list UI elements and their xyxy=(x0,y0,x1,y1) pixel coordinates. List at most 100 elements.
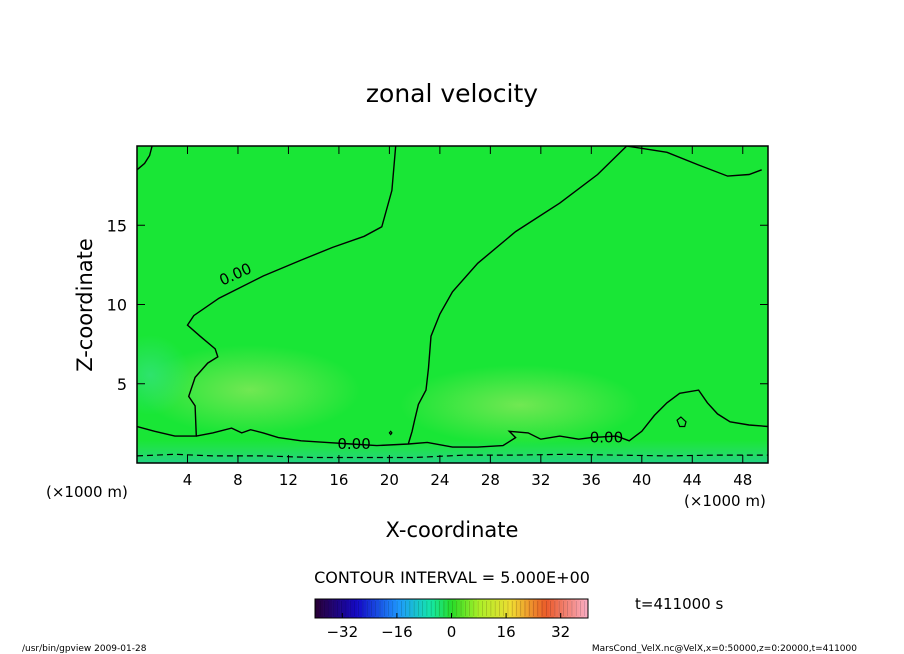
colorbar-cell xyxy=(506,599,512,618)
x-unit-left: (×1000 m) xyxy=(46,483,128,501)
colorbar-cell xyxy=(570,599,576,618)
colorbar-cell xyxy=(374,599,380,618)
colorbar-cell xyxy=(361,599,367,618)
colorbar-tick-label-0: −32 xyxy=(326,623,358,641)
colorbar-cell xyxy=(511,599,516,618)
colorbar-cell xyxy=(558,599,563,618)
colorbar-cell xyxy=(545,599,550,618)
y-tick-label-5: 5 xyxy=(117,375,127,394)
y-tick-label-10: 10 xyxy=(107,296,127,315)
x-tick-label-20: 20 xyxy=(380,471,399,489)
colorbar-tick-label-2: 0 xyxy=(447,623,457,641)
colorbar-cell xyxy=(583,599,589,618)
colorbar-cell xyxy=(366,599,371,618)
x-tick-label-48: 48 xyxy=(733,471,752,489)
colorbar-cell xyxy=(336,599,341,618)
colorbar-cell xyxy=(349,599,354,618)
colorbar-cell xyxy=(566,599,572,618)
zero-contour-2 xyxy=(407,146,628,445)
x-tick-label-8: 8 xyxy=(233,471,243,489)
positive-velocity-patch-east xyxy=(400,365,640,445)
colorbar-cell xyxy=(485,599,491,618)
colorbar-cell xyxy=(430,599,435,618)
colorbar-cell xyxy=(404,599,410,618)
colorbar-cell xyxy=(481,599,486,618)
colorbar-cell xyxy=(353,599,358,618)
colorbar-cell xyxy=(472,599,478,618)
colorbar-cell xyxy=(417,599,422,618)
x-unit-right: (×1000 m) xyxy=(684,492,766,510)
footer-right: MarsCond_VelX.nc@VelX,x=0:50000,z=0:2000… xyxy=(592,644,857,654)
colorbar-cell xyxy=(498,599,503,618)
y-axis-label: Z-coordinate xyxy=(73,238,97,372)
contour-label-2: 0.00 xyxy=(590,429,623,447)
colorbar-cell xyxy=(344,599,350,618)
colorbar-cell xyxy=(536,599,542,618)
colorbar-cell xyxy=(357,599,363,618)
colorbar-cell xyxy=(340,599,346,618)
colorbar-cell xyxy=(489,599,495,618)
y-tick-label-15: 15 xyxy=(107,216,127,235)
colorbar-cell xyxy=(515,599,521,618)
colorbar-cell xyxy=(579,599,585,618)
colorbar-cell xyxy=(477,599,482,618)
colorbar-cell xyxy=(455,599,461,618)
colorbar-cell xyxy=(447,599,452,618)
x-axis: 4 8 12 16 20 24 28 32 36 40 44 48 xyxy=(183,146,752,489)
colorbar-tick-label-3: 16 xyxy=(497,623,516,641)
zero-contour-1 xyxy=(137,146,397,437)
colorbar-cell xyxy=(438,599,444,618)
colorbar-cell xyxy=(378,599,384,618)
colorbar-cell xyxy=(383,599,388,618)
colorbar-cell xyxy=(451,599,457,618)
footer-left: /usr/bin/gpview 2009-01-28 xyxy=(22,644,147,654)
colorbar-cell xyxy=(524,599,529,618)
colorbar-cell xyxy=(408,599,414,618)
colorbar-cell xyxy=(575,599,580,618)
closed-contour-1 xyxy=(388,430,393,436)
x-tick-label-4: 4 xyxy=(183,471,193,489)
colorbar-cell xyxy=(391,599,397,618)
colorbar-cell xyxy=(562,599,567,618)
zero-contour-3 xyxy=(626,146,762,177)
near-surface-negative-band xyxy=(137,440,768,463)
x-tick-label-28: 28 xyxy=(481,471,500,489)
colorbar-cell xyxy=(519,599,525,618)
zero-contour-0 xyxy=(137,146,153,171)
colorbar-tick-label-1: −16 xyxy=(381,623,413,641)
x-tick-label-44: 44 xyxy=(683,471,702,489)
colorbar-cell xyxy=(502,599,508,618)
colorbar-cell xyxy=(319,599,324,618)
colorbar-cell xyxy=(327,599,333,618)
colorbar-cell xyxy=(528,599,533,618)
colorbar-cell xyxy=(442,599,448,618)
plot-area xyxy=(137,146,768,463)
x-tick-label-32: 32 xyxy=(531,471,550,489)
colorbar-cell xyxy=(387,599,393,618)
time-label: t=411000 s xyxy=(635,595,723,613)
x-axis-label: X-coordinate xyxy=(386,518,519,542)
colorbar-cell xyxy=(464,599,469,618)
colorbar-cell xyxy=(421,599,427,618)
colorbar-cell xyxy=(396,599,401,618)
colorbar-cell xyxy=(323,599,329,618)
negative-velocity-patch xyxy=(137,335,190,415)
closed-contour-0 xyxy=(676,416,687,428)
colorbar-cell xyxy=(549,599,555,618)
colorbar-cell xyxy=(315,599,320,618)
x-tick-label-12: 12 xyxy=(279,471,298,489)
x-tick-label-36: 36 xyxy=(582,471,601,489)
colorbar-cell xyxy=(425,599,431,618)
zero-contour-4 xyxy=(196,389,768,448)
chart-title: zonal velocity xyxy=(366,79,538,108)
colorbar-cell xyxy=(370,599,376,618)
contour-label-1: 0.00 xyxy=(337,435,370,453)
colorbar-cell xyxy=(434,599,440,618)
x-tick-label-24: 24 xyxy=(430,471,449,489)
colorbar-ticks: −32 −16 0 16 32 xyxy=(326,613,570,641)
x-tick-label-40: 40 xyxy=(632,471,651,489)
colorbar-cell xyxy=(494,599,499,618)
colorbar-cell xyxy=(460,599,465,618)
colorbar-cell xyxy=(400,599,405,618)
